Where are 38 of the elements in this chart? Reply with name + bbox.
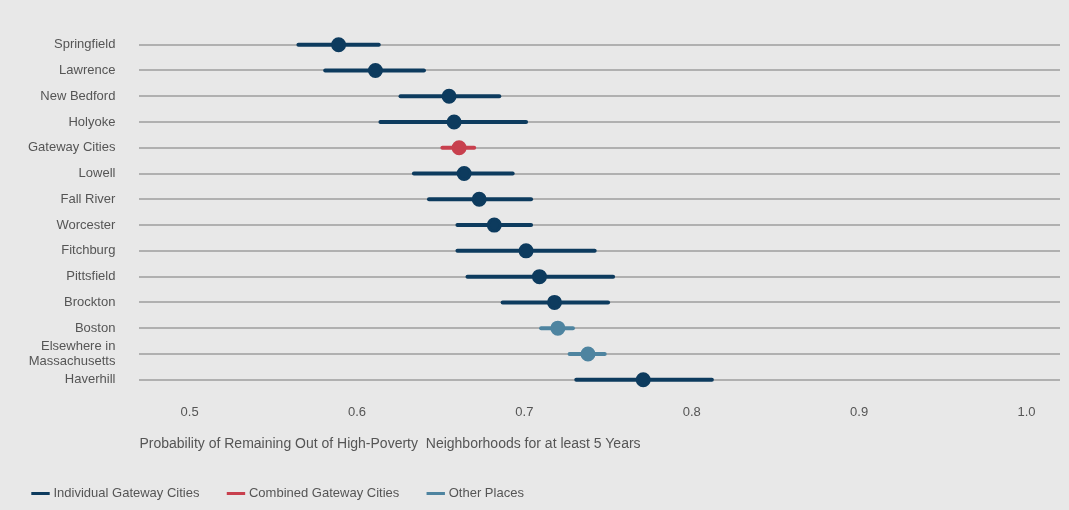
point bbox=[331, 37, 347, 53]
point bbox=[441, 88, 457, 104]
point bbox=[486, 217, 502, 233]
x-tick-label: 0.7 bbox=[515, 403, 534, 419]
y-tick-label: Boston bbox=[74, 319, 116, 335]
point bbox=[531, 269, 547, 285]
x-tick-label: 1.0 bbox=[1017, 403, 1036, 419]
y-tick-label: Springfield bbox=[53, 36, 116, 52]
x-tick-label: 0.8 bbox=[682, 403, 701, 419]
y-tick-label: Lawrence bbox=[59, 62, 116, 78]
y-tick-label: Haverhill bbox=[64, 371, 116, 387]
y-tick-label: Lowell bbox=[78, 165, 116, 181]
point bbox=[550, 320, 566, 336]
point bbox=[367, 62, 383, 78]
point bbox=[456, 166, 472, 182]
y-tick-label: Fitchburg bbox=[61, 242, 116, 258]
x-axis-title: Probability of Remaining Out of High-Poverty Neighborhoods for at least 5 Years bbox=[139, 435, 641, 452]
y-tick-label: New Bedford bbox=[40, 87, 116, 103]
point bbox=[580, 346, 596, 362]
y-tick-label: Gateway Cities bbox=[28, 139, 116, 155]
point bbox=[518, 243, 534, 259]
point bbox=[471, 191, 487, 207]
y-tick-label: Holyoke bbox=[68, 113, 116, 129]
legend-label: Other Places bbox=[448, 485, 525, 501]
x-tick-label: 0.5 bbox=[180, 403, 199, 419]
y-tick-label: Brockton bbox=[64, 293, 116, 309]
legend-label: Combined Gateway Cities bbox=[248, 485, 400, 501]
y-tick-label: Worcester bbox=[56, 216, 117, 232]
y-tick-label: Fall River bbox=[60, 190, 117, 206]
point bbox=[446, 114, 462, 130]
y-tick-label: Pittsfield bbox=[66, 268, 116, 284]
x-tick-label: 0.9 bbox=[850, 403, 869, 419]
point bbox=[451, 140, 467, 156]
point bbox=[635, 372, 651, 388]
x-tick-label: 0.6 bbox=[347, 403, 367, 419]
point bbox=[547, 294, 563, 310]
legend-label: Individual Gateway Cities bbox=[53, 485, 200, 501]
y-tick-label: Elsewhere in Massachusetts bbox=[28, 337, 116, 369]
